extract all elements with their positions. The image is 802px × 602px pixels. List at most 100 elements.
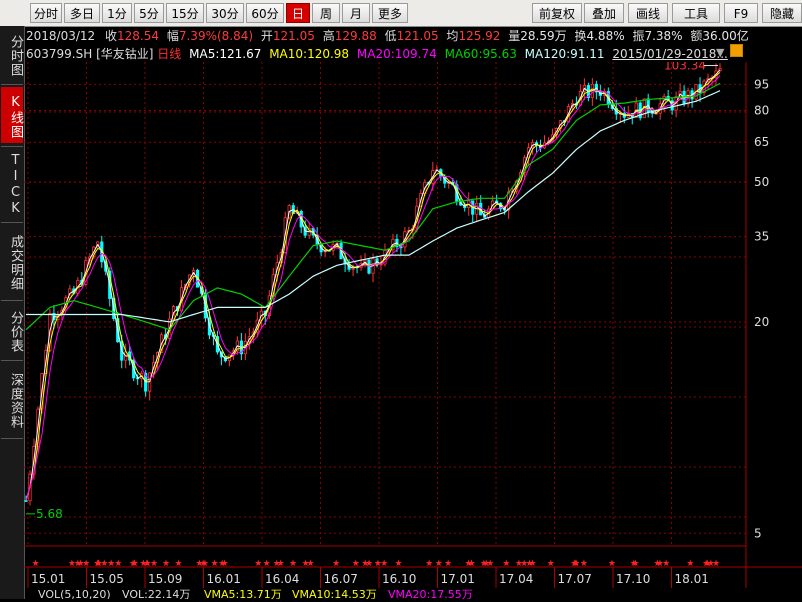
period-button[interactable]: 1分 [102, 3, 132, 23]
x-tick-label: 16.01 [207, 572, 241, 586]
event-star-marker: ★ [465, 559, 473, 569]
candles [24, 63, 722, 506]
event-star-marker: ★ [254, 559, 262, 569]
sidebar-item-kline[interactable]: K线图 [1, 87, 23, 143]
sidebar-item-tick[interactable]: TICK [8, 153, 23, 217]
sidebar-item-trade-detail[interactable]: 成交明细 [8, 235, 23, 291]
event-star-marker: ★ [94, 559, 102, 569]
event-star-marker: ★ [570, 559, 578, 569]
event-star-marker: ★ [32, 559, 40, 569]
event-star-marker: ★ [129, 559, 137, 569]
period-button[interactable]: 分时 [30, 3, 62, 23]
event-star-marker: ★ [218, 559, 226, 569]
event-star-marker: ★ [130, 559, 138, 569]
x-tick-label: 16.07 [324, 572, 358, 586]
period-button[interactable]: 15分 [166, 3, 204, 23]
event-star-marker: ★ [380, 559, 388, 569]
event-star-marker: ★ [95, 559, 103, 569]
event-star-marker: ★ [526, 559, 534, 569]
event-star-marker: ★ [107, 559, 115, 569]
y-tick-label: 35 [754, 230, 769, 244]
event-star-marker: ★ [143, 559, 151, 569]
ma120-line [26, 90, 721, 323]
quote-amplitude: 7.38% [644, 29, 683, 43]
event-markers: ★ ★★ ★★★★ ★★★★★ ★ ★ ★★★ ★★★ ★★ ★★ ★★ ★ ★ ★★ ★ ★★ ★★★ ★★ ★ ★… [32, 559, 721, 569]
lock-icon[interactable] [730, 44, 743, 57]
period-button[interactable]: 30分 [206, 3, 244, 23]
x-tick-label: 17.10 [616, 572, 650, 586]
period-button[interactable]: 多日 [64, 3, 100, 23]
x-tick-label: 15.05 [90, 572, 124, 586]
event-star-marker: ★ [707, 559, 715, 569]
x-tick-label: 17.07 [558, 572, 592, 586]
annotations: 103.34 5.68 [26, 62, 718, 521]
event-star-marker: ★ [444, 559, 452, 569]
quote-high: 129.88 [334, 29, 377, 43]
quote-row: 2018/03/12 收128.54 幅7.39%(8.84) 开121.05 … [26, 29, 749, 43]
quote-turnover: 4.88% [586, 29, 625, 43]
event-star-marker: ★ [93, 559, 101, 569]
event-star-marker: ★ [195, 559, 203, 569]
event-star-marker: ★ [571, 559, 579, 569]
period-button[interactable]: 月 [342, 3, 370, 23]
event-star-marker: ★ [289, 559, 297, 569]
event-star-marker: ★ [482, 559, 490, 569]
event-star-marker: ★ [486, 559, 494, 569]
ma10-line [25, 72, 721, 501]
sidebar-item-timeshare[interactable]: 分时图 [8, 35, 23, 77]
dropdown-triangle-icon[interactable]: ▼ [716, 46, 725, 59]
period-button[interactable]: 60分 [246, 3, 284, 23]
quote-open: 121.05 [272, 29, 315, 43]
ma10-label: MA10:120.98 [269, 47, 350, 61]
high-annotation: 103.34 [664, 62, 706, 73]
event-star-marker: ★ [100, 559, 108, 569]
period-button[interactable]: 日 [286, 3, 310, 23]
event-star-marker: ★ [77, 559, 85, 569]
event-star-marker: ★ [520, 559, 528, 569]
period-button[interactable]: 更多 [372, 3, 408, 23]
event-star-marker: ★ [144, 559, 152, 569]
period-button[interactable]: 5分 [134, 3, 164, 23]
y-tick-label: 80 [754, 104, 769, 118]
event-star-marker: ★ [502, 559, 510, 569]
event-star-marker: ★ [630, 559, 638, 569]
date-range-link[interactable]: 2015/01/29-2018... [612, 47, 728, 61]
y-tick-label: 95 [754, 77, 769, 91]
vol-label: VOL(5,10,20) [38, 588, 111, 599]
event-star-marker: ★ [662, 559, 670, 569]
event-star-marker: ★ [712, 559, 720, 569]
event-star-marker: ★ [307, 559, 315, 569]
quote-range: 7.39%(8.84) [178, 29, 254, 43]
toolbar-button[interactable]: 叠加 [584, 3, 624, 23]
quote-amount: 36.00亿 [702, 29, 749, 43]
event-star-marker: ★ [273, 559, 281, 569]
y-tick-label: 20 [754, 315, 769, 329]
toolbar-button[interactable]: 画线 [628, 3, 668, 23]
y-tick-label: 65 [754, 135, 769, 149]
y-tick-label: 50 [754, 175, 769, 189]
event-star-marker: ★ [572, 559, 580, 569]
volume-header: VOL(5,10,20) VOL:22.14万 VMA5:13.71万 VMA1… [24, 588, 802, 601]
x-axis-ticks: 15.01 15.05 15.09 16.01 16.04 16.07 16.10 17.01… [27, 567, 709, 588]
period-label: 日线 [157, 47, 182, 61]
event-star-marker: ★ [201, 559, 209, 569]
toolbar-button[interactable]: 工具 [672, 3, 720, 23]
period-button[interactable]: 周 [312, 3, 340, 23]
event-star-marker: ★ [332, 559, 340, 569]
sidebar-item-price-table[interactable]: 分价表 [8, 311, 23, 353]
toolbar-button[interactable]: 隐藏 [762, 3, 802, 23]
sidebar-item-depth-info[interactable]: 深度资料 [8, 373, 23, 429]
indicator-row: 603799.SH [华友钴业] 日线 MA5:121.67 MA10:120.… [26, 45, 728, 61]
low-annotation: 5.68 [36, 507, 63, 521]
event-star-marker: ★ [547, 559, 555, 569]
ma60-label: MA60:95.63 [444, 47, 517, 61]
event-star-marker: ★ [656, 559, 664, 569]
toolbar-button[interactable]: F9 [724, 3, 758, 23]
ma60-line [25, 82, 721, 331]
event-star-marker: ★ [580, 559, 588, 569]
toolbar-button[interactable]: 前复权 [532, 3, 582, 23]
event-star-marker: ★ [608, 559, 616, 569]
event-star-marker: ★ [68, 559, 76, 569]
event-star-marker: ★ [114, 559, 122, 569]
